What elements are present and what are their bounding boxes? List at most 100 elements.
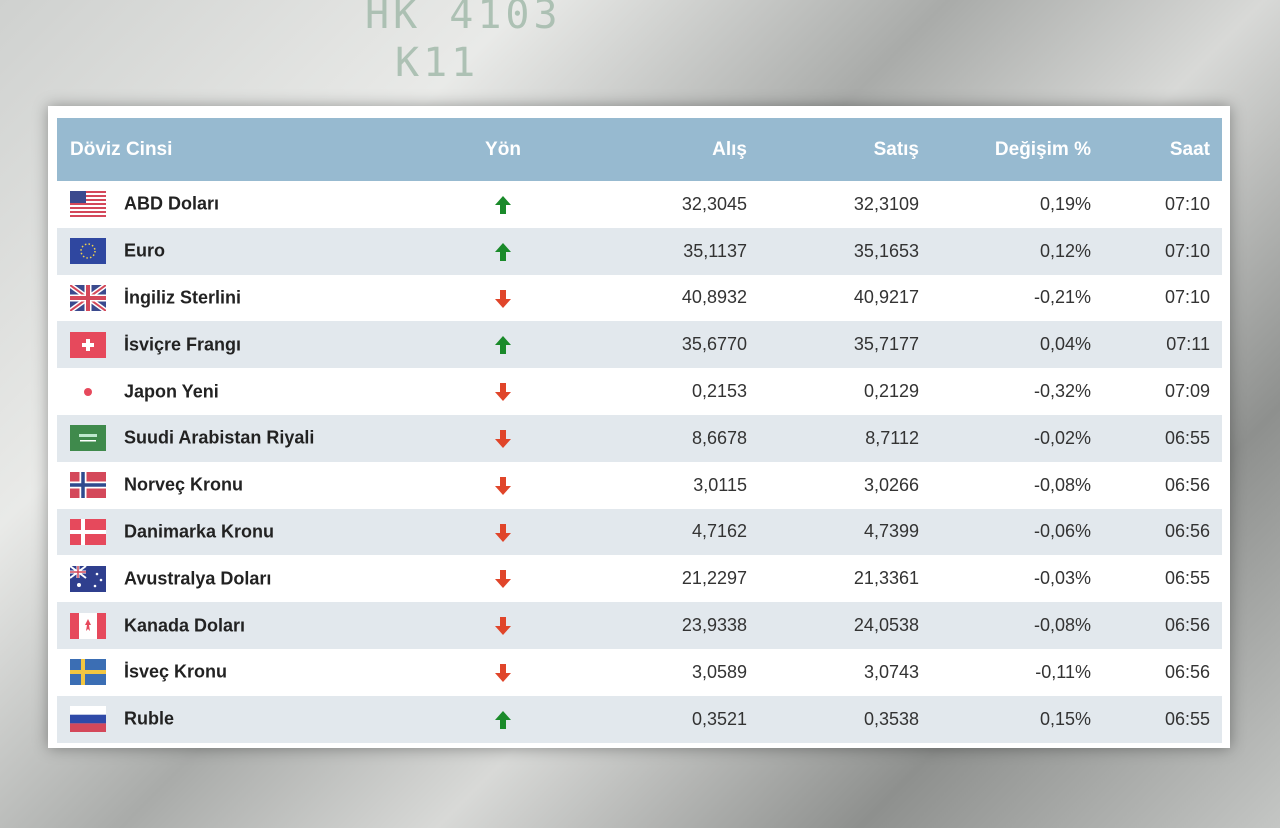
- time-cell: 06:55: [1164, 568, 1210, 589]
- arrow-down-icon: [494, 615, 512, 636]
- arrow-up-icon: [494, 194, 512, 215]
- arrow-down-icon: [494, 428, 512, 448]
- buy-cell: 23,9338: [681, 615, 747, 636]
- direction-cell: [431, 228, 575, 275]
- header-buy: Alış: [712, 138, 747, 160]
- currency-name: Norveç Kronu: [124, 474, 244, 495]
- direction-cell: [431, 181, 575, 228]
- sell-cell: 4,7399: [863, 521, 919, 542]
- table-row[interactable]: Danimarka Kronu 4,7162 4,7399 -0,06% 06:…: [57, 508, 1222, 556]
- currency-cell: Avustralya Doları: [57, 555, 431, 602]
- ch-flag-icon: [70, 331, 106, 358]
- currency-cell: İngiliz Sterlini: [57, 275, 431, 322]
- arrow-up-icon: [494, 241, 512, 261]
- arrow-down-icon: [494, 662, 512, 682]
- currency-name: Danimarka Kronu: [124, 521, 275, 542]
- au-flag-icon: [70, 565, 106, 592]
- gb-flag-icon: [70, 284, 106, 311]
- change-cell: 0,04%: [1039, 334, 1091, 355]
- arrow-down-icon: [494, 381, 512, 402]
- currency-cell: Suudi Arabistan Riyali: [57, 415, 431, 462]
- table-row[interactable]: Norveç Kronu 3,0115 3,0266 -0,08% 06:56: [57, 462, 1222, 509]
- ca-flag-icon: [70, 612, 106, 639]
- time-cell: 06:56: [1164, 615, 1210, 636]
- time-cell: 07:10: [1164, 287, 1210, 308]
- currency-cell: Euro: [57, 228, 431, 275]
- table-row[interactable]: Avustralya Doları 21,2297 21,3361 -0,03%…: [57, 555, 1222, 602]
- table-header: Döviz Cinsi Yön Alış Satış Değişim % Saa…: [57, 118, 1222, 181]
- sa-flag-icon: [70, 425, 106, 452]
- arrow-down-icon: [494, 475, 512, 495]
- currency-table: Döviz Cinsi Yön Alış Satış Değişim % Saa…: [57, 118, 1222, 743]
- currency-name: İsviçre Frangı: [124, 334, 242, 355]
- currency-cell: Danimarka Kronu: [57, 509, 431, 556]
- table-row[interactable]: Suudi Arabistan Riyali 8,6678 8,7112 -0,…: [57, 414, 1222, 462]
- no-flag-icon: [70, 472, 106, 499]
- buy-cell: 35,6770: [681, 334, 747, 355]
- sell-cell: 21,3361: [853, 568, 919, 589]
- table-row[interactable]: İngiliz Sterlini 40,8932 40,9217 -0,21% …: [57, 275, 1222, 322]
- arrow-up-icon: [494, 334, 512, 355]
- buy-cell: 32,3045: [681, 193, 747, 214]
- arrow-up-icon: [494, 709, 512, 729]
- direction-cell: [431, 649, 575, 696]
- buy-cell: 3,0115: [693, 474, 747, 495]
- direction-cell: [431, 696, 575, 743]
- currency-name: İngiliz Sterlini: [124, 287, 242, 308]
- change-cell: -0,08%: [1033, 474, 1091, 495]
- currency-name: Japon Yeni: [124, 381, 219, 402]
- direction-cell: [431, 415, 575, 462]
- arrow-down-icon: [494, 521, 512, 542]
- dk-flag-icon: [70, 518, 106, 545]
- currency-name: Avustralya Doları: [124, 568, 272, 589]
- sell-cell: 3,0266: [863, 474, 919, 495]
- currency-cell: Kanada Doları: [57, 602, 431, 649]
- ru-flag-icon: [70, 706, 106, 733]
- jp-flag-icon: [70, 378, 106, 405]
- direction-cell: [431, 321, 575, 368]
- sell-cell: 0,2129: [863, 381, 919, 402]
- sell-cell: 24,0538: [853, 615, 919, 636]
- table-row[interactable]: İsviçre Frangı 35,6770 35,7177 0,04% 07:…: [57, 321, 1222, 369]
- currency-name: ABD Doları: [124, 193, 220, 214]
- buy-cell: 4,7162: [691, 521, 747, 542]
- time-cell: 07:10: [1164, 193, 1210, 214]
- sell-cell: 0,3538: [863, 708, 919, 729]
- table-row[interactable]: Japon Yeni 0,2153 0,2129 -0,32% 07:09: [57, 368, 1222, 415]
- time-cell: 06:55: [1164, 708, 1210, 729]
- header-direction: Yön: [485, 138, 521, 160]
- header-currency: Döviz Cinsi: [70, 138, 173, 160]
- arrow-down-icon: [494, 287, 512, 308]
- change-cell: -0,11%: [1035, 661, 1091, 682]
- table-row[interactable]: Ruble 0,3521 0,3538 0,15% 06:55: [57, 695, 1222, 743]
- buy-cell: 40,8932: [681, 287, 747, 308]
- change-cell: -0,02%: [1033, 427, 1091, 448]
- currency-cell: Japon Yeni: [57, 368, 431, 415]
- direction-cell: [431, 509, 575, 556]
- change-cell: -0,32%: [1033, 381, 1091, 402]
- currency-name: Euro: [124, 240, 166, 261]
- buy-cell: 3,0589: [691, 661, 747, 682]
- currency-cell: İsviçre Frangı: [57, 321, 431, 368]
- buy-cell: 0,2153: [691, 381, 747, 402]
- sell-cell: 8,7112: [865, 427, 919, 448]
- arrow-down-icon: [494, 568, 512, 589]
- table-row[interactable]: Kanada Doları 23,9338 24,0538 -0,08% 06:…: [57, 602, 1222, 649]
- currency-cell: İsveç Kronu: [57, 649, 431, 696]
- time-cell: 06:56: [1164, 474, 1210, 495]
- us-flag-icon: [70, 191, 106, 218]
- time-cell: 06:56: [1164, 521, 1210, 542]
- direction-cell: [431, 462, 575, 509]
- change-cell: 0,15%: [1039, 708, 1091, 729]
- direction-cell: [431, 275, 575, 322]
- table-row[interactable]: İsveç Kronu 3,0589 3,0743 -0,11% 06:56: [57, 649, 1222, 696]
- currency-name: İsveç Kronu: [124, 661, 228, 682]
- time-cell: 07:10: [1164, 240, 1210, 261]
- buy-cell: 8,6678: [691, 427, 747, 448]
- header-change: Değişim %: [994, 138, 1091, 160]
- table-row[interactable]: Euro 35,1137 35,1653 0,12% 07:10: [57, 227, 1222, 275]
- currency-name: Kanada Doları: [124, 615, 246, 636]
- table-row[interactable]: ABD Doları 32,3045 32,3109 0,19% 07:10: [57, 181, 1222, 228]
- currency-cell: Ruble: [57, 696, 431, 743]
- header-time: Saat: [1169, 138, 1210, 160]
